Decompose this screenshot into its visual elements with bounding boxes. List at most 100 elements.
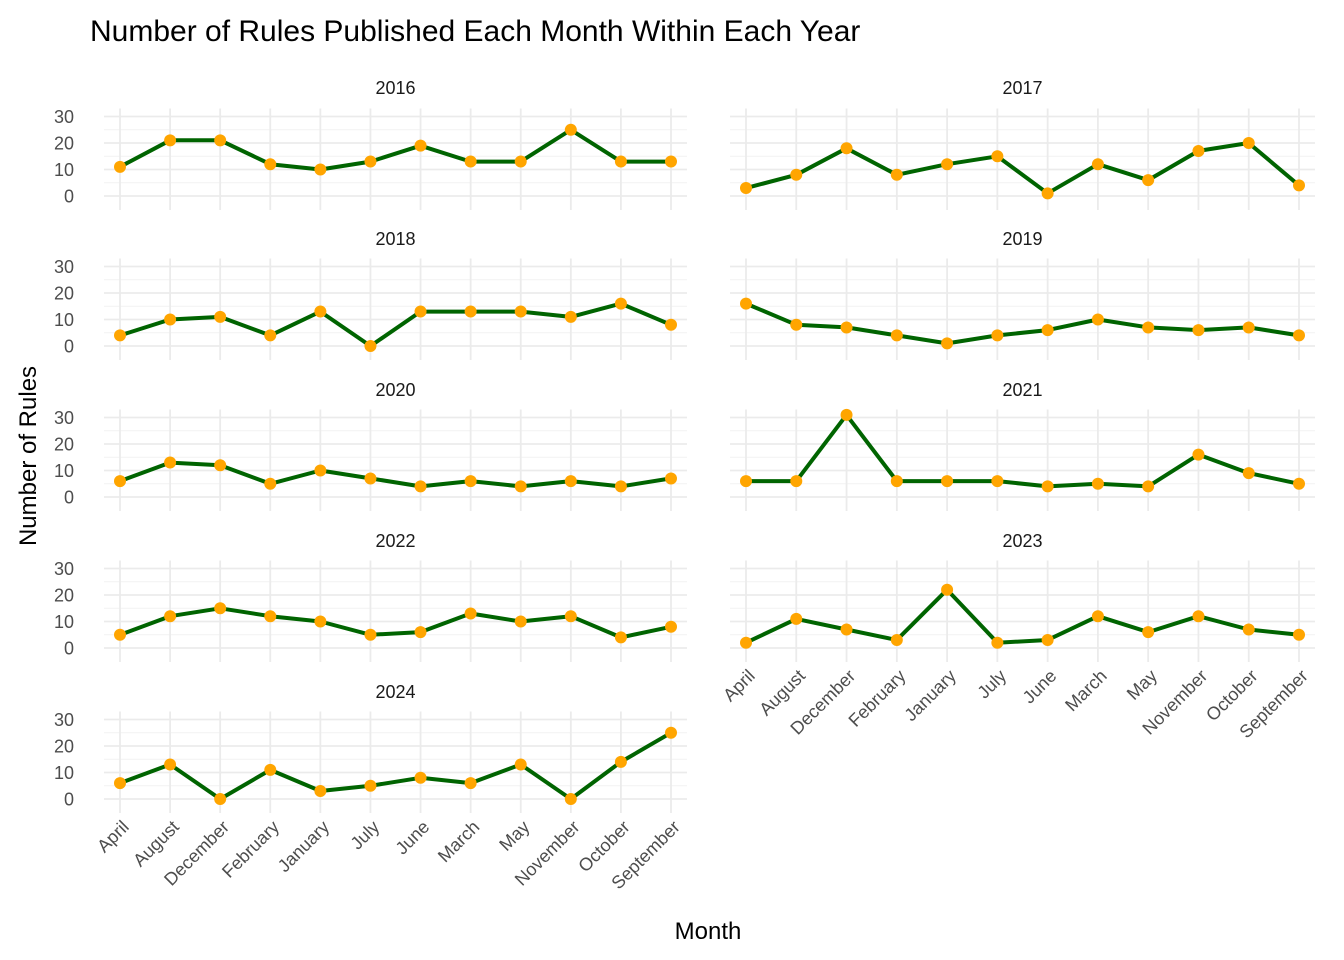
facet-panel-2022: 2022 0 10 20 30 [54,531,687,662]
series-line-2023 [745,587,1300,645]
data-point [314,163,327,176]
data-point [1041,480,1054,493]
x-tick-label: January [900,666,959,725]
data-point [314,464,327,477]
data-point [1192,324,1205,337]
data-point [1192,144,1205,157]
y-tick-label: 10 [54,612,74,632]
data-point [1293,179,1305,192]
data-point [1293,477,1305,490]
data-point [264,329,277,342]
data-point [941,475,954,488]
data-point [314,305,327,318]
series-line-2020 [119,460,672,489]
x-tick-label: May [1123,666,1161,704]
data-point [364,779,377,792]
data-point [665,726,677,739]
data-point [514,155,527,168]
series-line-2024 [119,731,673,801]
data-point [264,158,277,171]
data-point [614,297,627,310]
data-point [514,758,527,771]
facet-strip-label: 2018 [375,229,415,249]
data-point [214,793,227,805]
y-tick-label: 10 [54,160,74,180]
data-point [464,777,477,790]
data-point [114,160,126,173]
facet-panel-2023: 2023 [730,531,1315,662]
y-tick-label: 20 [54,586,74,606]
data-point [464,155,477,168]
data-point [114,475,126,488]
data-point [1242,623,1255,636]
data-point [614,631,627,644]
data-point [214,602,227,615]
data-point [214,459,227,472]
data-point [740,182,752,195]
data-point [214,310,227,323]
data-point [464,607,477,620]
data-point [1041,634,1054,647]
series-line-2022 [119,606,672,640]
data-point [1142,321,1155,334]
data-point [164,134,177,147]
data-point [114,777,126,790]
x-tick-label: March [1061,666,1111,716]
facet-panel-2017: 2017 [730,78,1315,210]
y-tick-label: 0 [64,639,74,659]
data-point [264,610,277,623]
data-point [941,583,954,596]
data-point [890,168,903,181]
facet-strip-label: 2024 [375,682,415,702]
series-line-2016 [119,127,671,172]
data-point [740,475,752,488]
facet-strip-label: 2019 [1002,229,1042,249]
data-point [991,636,1004,649]
facet-strip-label: 2017 [1002,78,1042,98]
data-point [1091,313,1104,326]
data-point [840,321,853,334]
x-tick-label: January [274,817,333,876]
data-point [364,340,377,352]
data-point [840,142,853,155]
facet-panel-2018: 2018 0 10 20 30 [54,229,687,360]
y-tick-label: 0 [64,790,74,810]
data-point [1293,628,1305,641]
data-point [614,480,627,493]
data-point [314,615,327,628]
facet-strip-label: 2016 [375,78,415,98]
data-point [1142,480,1155,493]
x-axis-title: Month [675,918,742,945]
data-point [665,472,677,485]
data-point [414,139,427,152]
data-point [614,755,627,768]
data-point [464,305,477,318]
facet-panel-2020: 2020 0 10 20 30 [54,380,687,511]
facet-panel-2016: 2016 0 10 20 30 [54,78,687,210]
data-point [740,297,752,310]
data-point [840,408,853,421]
data-point [790,168,803,181]
data-point [991,329,1004,342]
data-point [840,623,853,636]
y-tick-label: 20 [54,284,74,304]
facet-panel-2024: 2024 0 10 20 30 [54,682,687,813]
data-point [1041,187,1054,200]
data-point [164,313,177,326]
x-tick-label: May [495,817,533,855]
data-point [564,310,577,323]
data-point [1242,321,1255,334]
data-point [941,337,954,350]
y-tick-label: 10 [54,461,74,481]
data-point [314,785,327,798]
y-tick-label: 20 [54,737,74,757]
data-point [164,456,177,469]
data-point [514,615,527,628]
data-point [790,612,803,625]
y-tick-label: 20 [54,134,74,154]
data-point [1142,174,1155,187]
data-point [114,329,126,342]
data-point [264,763,277,776]
